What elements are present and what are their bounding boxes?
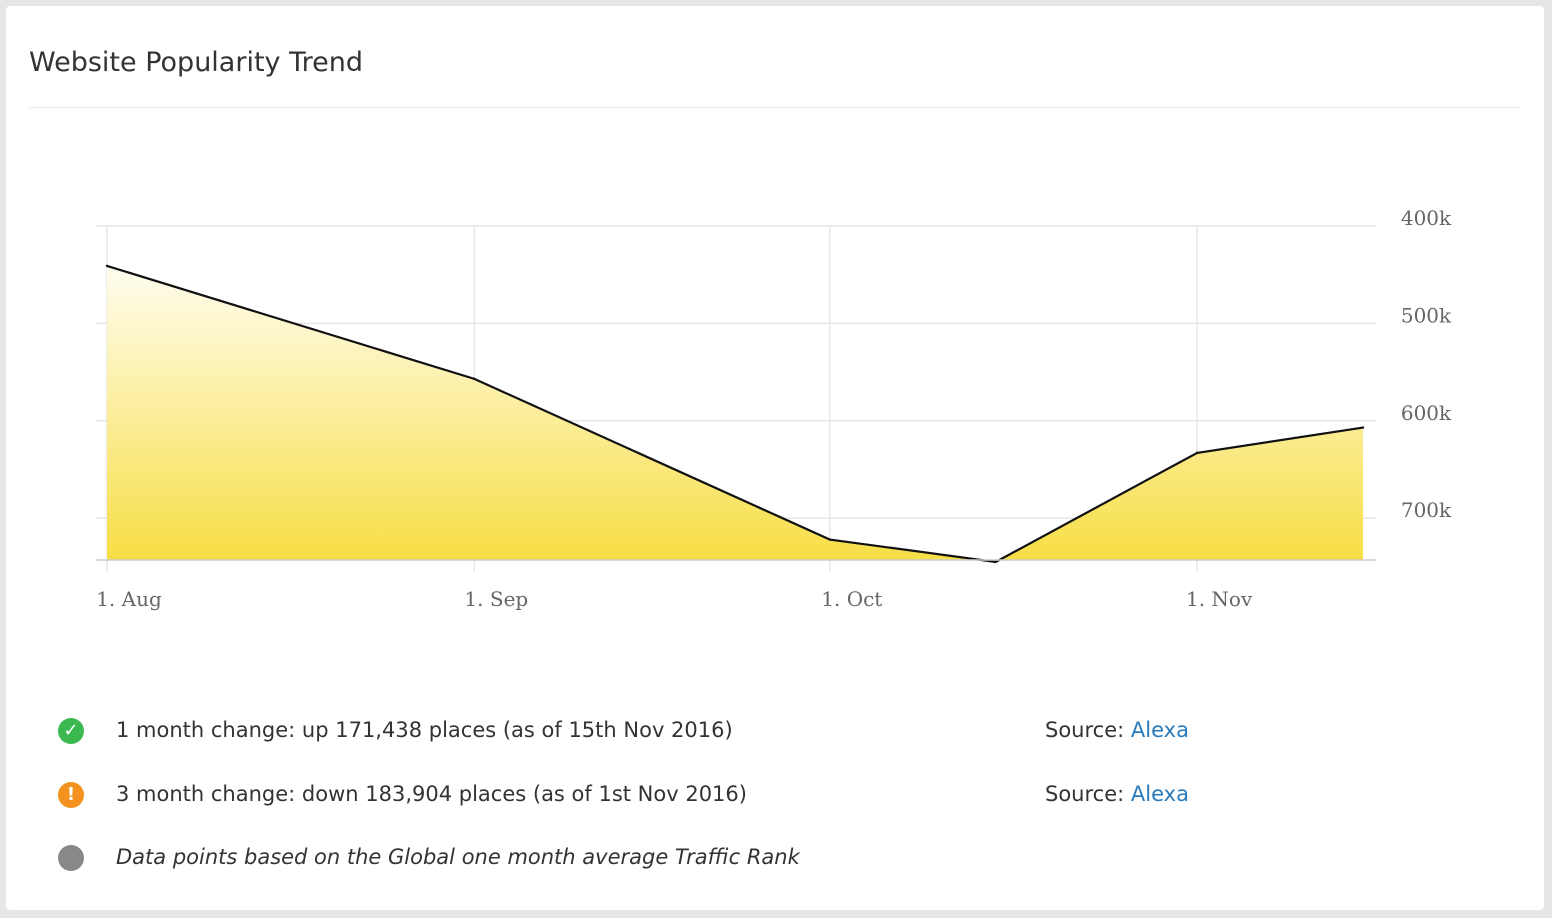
y-tick-label: 600k [1401, 401, 1452, 425]
series-area-fill [107, 265, 1363, 562]
data-point [828, 538, 831, 541]
data-note-text: Data points based on the Global one mont… [116, 845, 800, 869]
info-row-three-month: ! 3 month change: down 183,904 places (a… [6, 778, 1544, 812]
y-tick-label: 700k [1401, 498, 1452, 522]
data-point [1195, 451, 1199, 455]
x-tick-label: 1. Nov [1186, 587, 1253, 611]
alexa-link[interactable]: Alexa [1130, 718, 1189, 742]
x-tick-label: 1. Sep [464, 587, 528, 611]
data-point [1361, 426, 1365, 429]
chart-plot-area [105, 264, 1365, 564]
x-tick-label: 1. Aug [96, 587, 162, 611]
dot-icon [58, 845, 84, 871]
source-three-month: Source: Alexa [1045, 782, 1189, 806]
exclamation-icon: ! [58, 782, 84, 808]
series-line [106, 264, 1364, 564]
source-label: Source: [1045, 718, 1125, 742]
source-label: Source: [1045, 782, 1125, 806]
data-point [105, 264, 109, 268]
popularity-card: Website Popularity Trend 400k 500k 600k 700… [6, 6, 1544, 910]
one-month-change-text: 1 month change: up 171,438 places (as of… [116, 718, 733, 742]
data-point [473, 377, 476, 381]
info-row-note: Data points based on the Global one mont… [6, 841, 1544, 875]
x-tick-label: 1. Oct [821, 587, 882, 611]
y-tick-label: 500k [1401, 303, 1452, 327]
chart-axes: 400k 500k 600k 700k 1. Aug 1. Sep 1. Oct 1. Nov [96, 206, 1452, 611]
info-row-one-month: ✓ 1 month change: up 171,438 places (as … [6, 714, 1544, 748]
popularity-chart: 400k 500k 600k 700k 1. Aug 1. Sep 1. Oct 1. Nov [96, 206, 1452, 611]
y-tick-label: 400k [1401, 206, 1452, 230]
three-month-change-text: 3 month change: down 183,904 places (as … [116, 782, 747, 806]
alexa-link[interactable]: Alexa [1130, 782, 1189, 806]
title-divider [29, 107, 1521, 108]
card-title: Website Popularity Trend [29, 47, 363, 78]
source-one-month: Source: Alexa [1045, 718, 1189, 742]
check-icon: ✓ [58, 718, 84, 744]
data-point [994, 560, 997, 564]
